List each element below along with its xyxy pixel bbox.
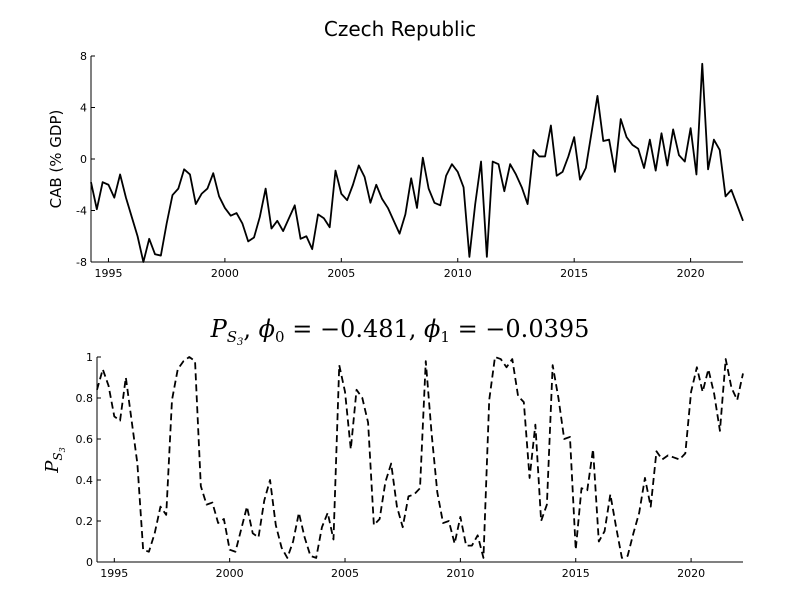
cab-x-tick-label: 2000	[211, 267, 239, 280]
cab-x-tick-label: 2010	[444, 267, 472, 280]
prob-title-s: S	[227, 328, 237, 346]
prob-y-tick-label: 0.2	[76, 515, 94, 528]
prob-y-tick-label: 0.4	[76, 474, 94, 487]
prob-x-tick-label: 2020	[677, 567, 705, 580]
prob-x-tick-label: 2000	[216, 567, 244, 580]
prob-title-eq1: = −0.0395	[450, 315, 589, 343]
cab-y-axis-label: CAB (% GDP)	[47, 110, 65, 209]
prob-title-p: P	[210, 315, 228, 343]
prob-y-tick-label: 1	[86, 351, 93, 364]
cab-y-tick-label: -4	[76, 205, 87, 218]
cab-x-tick-label: 2005	[327, 267, 355, 280]
cab-x-tick-label: 1995	[94, 267, 122, 280]
prob-chart-title: PS3, ϕ0 = −0.481, ϕ1 = −0.0395	[210, 315, 590, 348]
prob-x-tick-label: 2005	[331, 567, 359, 580]
cab-plot-area: -8 -4 0 4 8 1995 2000 2005 2010 2015 2020	[76, 50, 744, 280]
cab-y-tick-label: 8	[80, 50, 87, 63]
cab-x-tick-label: 2020	[677, 267, 705, 280]
prob-title-sub0: 0	[275, 328, 285, 346]
prob-title-phi0: ϕ	[259, 315, 275, 343]
cab-y-tick-label: 0	[80, 153, 87, 166]
prob-title-sub3: 3	[237, 337, 243, 348]
prob-x-tick-label: 2015	[562, 567, 590, 580]
prob-y-tick-label: 0	[86, 556, 93, 569]
prob-series-line	[96, 356, 744, 559]
cab-x-tick-label: 2015	[560, 267, 588, 280]
prob-x-tick-label: 2010	[446, 567, 474, 580]
prob-plot-area: 0 0.2 0.4 0.6 0.8 1 1995 2000 2005 2010 2015 2020	[76, 351, 744, 580]
prob-y-axis-label: PS3	[42, 447, 67, 473]
cab-series-line	[90, 62, 744, 263]
prob-title-eq0: = −0.481,	[285, 315, 424, 343]
cab-y-tick-label: -8	[76, 256, 87, 269]
prob-title-sub1: 1	[440, 328, 450, 346]
prob-ylabel-s: S	[51, 452, 65, 460]
prob-y-tick-label: 0.6	[76, 433, 94, 446]
cab-chart-title: Czech Republic	[324, 17, 476, 41]
prob-title-phi1: ϕ	[424, 315, 440, 343]
prob-ylabel-p: P	[42, 460, 63, 474]
cab-y-tick-label: 4	[80, 102, 87, 115]
prob-ylabel-sub3: 3	[58, 447, 67, 452]
prob-title-comma: ,	[243, 315, 258, 343]
prob-chart: PS3, ϕ0 = −0.481, ϕ1 = −0.0395 PS3 00.20…	[42, 315, 744, 580]
prob-y-tick-label: 0.8	[76, 392, 94, 405]
prob-x-tick-label: 1995	[100, 567, 128, 580]
cab-chart: Czech Republic CAB (% GDP) -8 -4 0 4 8 1995 20…	[47, 17, 744, 280]
